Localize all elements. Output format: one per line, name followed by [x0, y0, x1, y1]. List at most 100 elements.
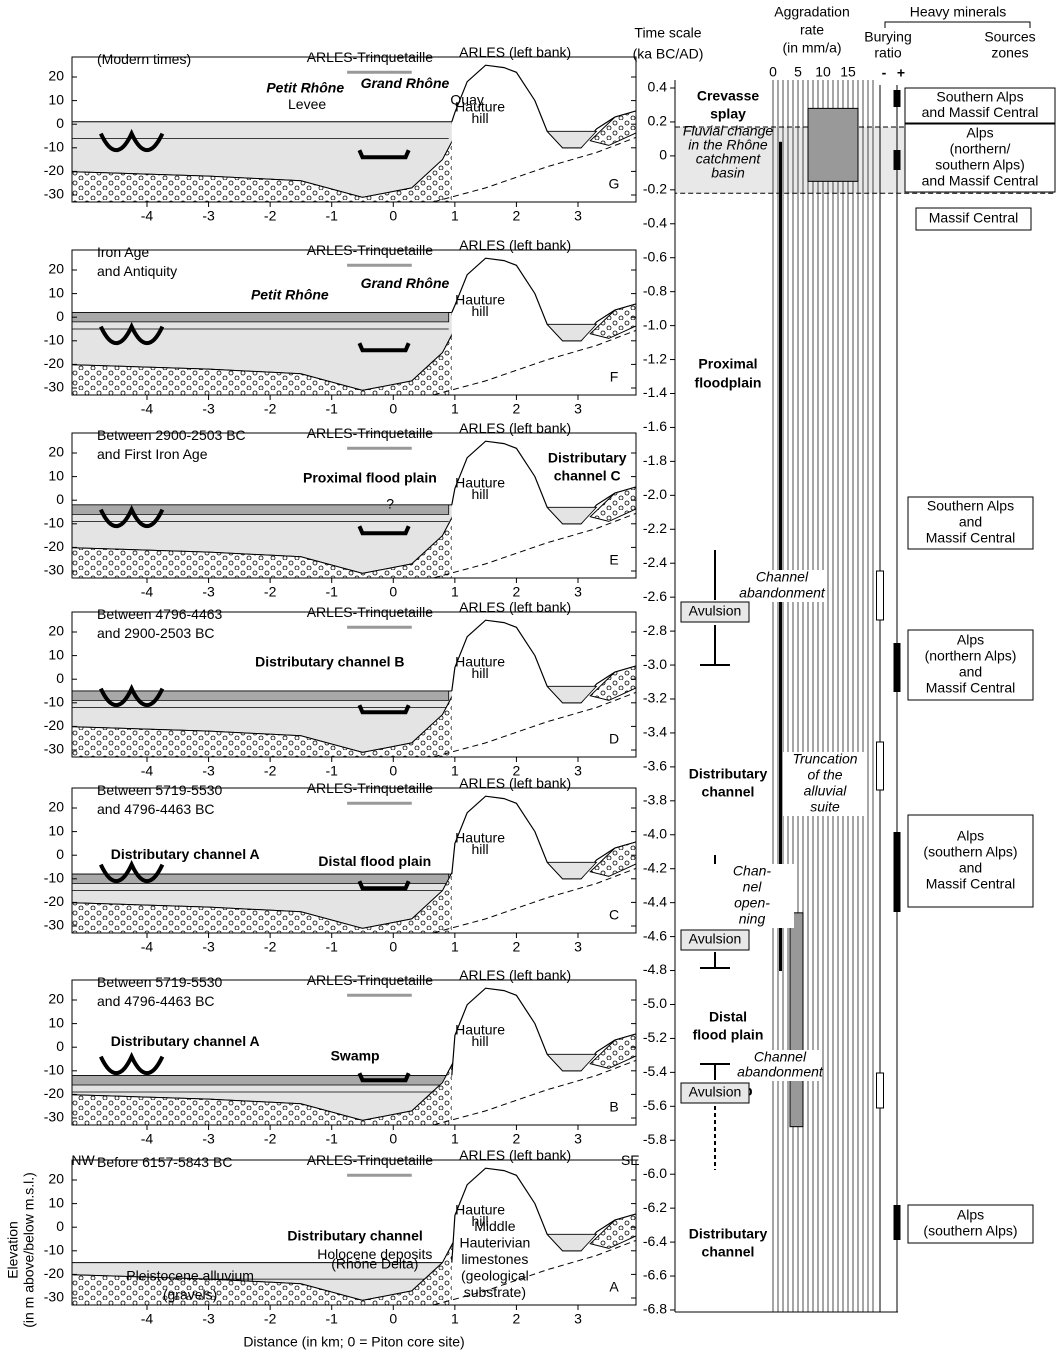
y-tick-label: -30 [44, 562, 64, 578]
panel-title: Iron Age [97, 244, 149, 260]
panel-label: Hauterivian [459, 1234, 530, 1250]
source-label: southern Alps) [935, 157, 1025, 173]
panel-label: Grand Rhône [361, 275, 450, 291]
panel-label: ARLES-Trinquetaille [307, 242, 434, 258]
x-tick-label: 1 [451, 401, 459, 417]
sources-title: zones [991, 45, 1028, 61]
panel-label: Petit Rhône [266, 80, 344, 96]
time-tick-label: -6.8 [643, 1301, 667, 1317]
panel-title: Between 5719-5530 [97, 782, 223, 798]
panel-title: (Modern times) [97, 51, 191, 67]
x-tick-label: -2 [264, 208, 277, 224]
x-tick-label: -3 [202, 208, 215, 224]
x-tick-label: 3 [574, 208, 582, 224]
panel-label: ARLES (left bank) [459, 1147, 571, 1163]
time-tick-label: -2.2 [643, 520, 667, 536]
panel-label: Distal flood plain [318, 853, 431, 869]
time-tick-label: -0.8 [643, 282, 667, 298]
time-tick-label: 0.4 [648, 79, 668, 95]
event-label: abandonment [737, 1064, 824, 1080]
panel-label: Middle [474, 1218, 515, 1234]
x-tick-label: -2 [264, 1131, 277, 1147]
x-tick-label: -4 [141, 939, 154, 955]
x-tick-label: -4 [141, 763, 154, 779]
y-tick-label: -10 [44, 870, 64, 886]
time-tick-label: -4.4 [643, 893, 667, 909]
event-label: Chan- [733, 863, 771, 879]
y-tick-label: -10 [44, 515, 64, 531]
panel-label: Petit Rhône [251, 287, 329, 303]
panel-label: channel C [554, 467, 621, 483]
panel-label: ARLES (left bank) [459, 237, 571, 253]
y-tick-label: -10 [44, 332, 64, 348]
burying-title: Burying [864, 29, 911, 45]
y-tick-label: 20 [48, 623, 64, 639]
facies-label: Proximal [698, 356, 757, 372]
panel-letter: G [609, 176, 620, 192]
panel-letter: C [609, 907, 619, 923]
panel-label: Distributary channel [287, 1227, 422, 1243]
time-tick-label: -2.8 [643, 622, 667, 638]
profile [61, 258, 640, 423]
y-tick-label: 20 [48, 799, 64, 815]
x-tick-label: 1 [451, 1131, 459, 1147]
heavy-mineral-bars [877, 85, 901, 1312]
panel-label: hill [472, 303, 489, 319]
panel-label: ARLES-Trinquetaille [307, 604, 434, 620]
y-tick-label: -20 [44, 355, 64, 371]
panel-letter: F [610, 369, 619, 385]
panel-label: ARLES (left bank) [459, 775, 571, 791]
event-label: Avulsion [689, 603, 742, 619]
facies-label: Crevasse [697, 88, 759, 104]
x-tick-label: -3 [202, 1131, 215, 1147]
rate-title: Aggradation [774, 4, 850, 20]
source-label: Southern Alps [936, 88, 1023, 104]
source-label: (southern Alps) [923, 1223, 1017, 1239]
y-tick-label: 20 [48, 1171, 64, 1187]
source-label: and [959, 514, 982, 530]
time-tick-label: -2.0 [643, 486, 667, 502]
panel-letter: A [609, 1279, 619, 1295]
x-tick-label: 1 [451, 208, 459, 224]
time-tick-label: -6.2 [643, 1199, 667, 1215]
time-tick-label: -2.6 [643, 588, 667, 604]
axis-title: Elevation [5, 1221, 21, 1279]
panel-title: Between 5719-5530 [97, 974, 223, 990]
source-label: Alps [957, 632, 984, 648]
facies-label: floodplain [695, 375, 762, 391]
y-tick-label: -30 [44, 186, 64, 202]
panel-label: Levee [288, 96, 326, 112]
y-tick-label: -20 [44, 1265, 64, 1281]
y-tick-label: 10 [48, 1194, 64, 1210]
time-tick-label: -1.6 [643, 418, 667, 434]
rate-bar [790, 913, 803, 1127]
time-tick-label: -5.0 [643, 995, 667, 1011]
panel-title: Before 6157-5843 BC [97, 1154, 232, 1170]
x-tick-label: 2 [513, 1311, 521, 1327]
rate-tick-label: 5 [794, 64, 802, 80]
rate-tick-label: 10 [815, 64, 831, 80]
y-tick-label: -30 [44, 917, 64, 933]
event-label: abandonment [739, 585, 826, 601]
x-tick-label: -2 [264, 939, 277, 955]
panel-label: ARLES-Trinquetaille [307, 972, 434, 988]
hill [452, 620, 640, 785]
y-tick-label: 20 [48, 68, 64, 84]
y-tick-label: -20 [44, 717, 64, 733]
time-tick-label: -2.4 [643, 554, 667, 570]
profile [61, 796, 640, 961]
panel-label: Quay [450, 91, 483, 107]
event-label: Channel [756, 569, 809, 585]
source-label: (northern/ [950, 141, 1011, 157]
x-tick-label: 0 [389, 763, 397, 779]
x-tick-label: -3 [202, 939, 215, 955]
axis-title: Distance (in km; 0 = Piton core site) [243, 1334, 464, 1350]
profile [61, 441, 640, 606]
panel-label: ARLES-Trinquetaille [307, 49, 434, 65]
time-tick-label: 0 [659, 147, 667, 163]
y-tick-label: 10 [48, 467, 64, 483]
x-tick-label: 1 [451, 1311, 459, 1327]
x-tick-label: -1 [325, 1311, 338, 1327]
source-label: and [959, 860, 982, 876]
panel-title: Between 2900-2503 BC [97, 427, 246, 443]
